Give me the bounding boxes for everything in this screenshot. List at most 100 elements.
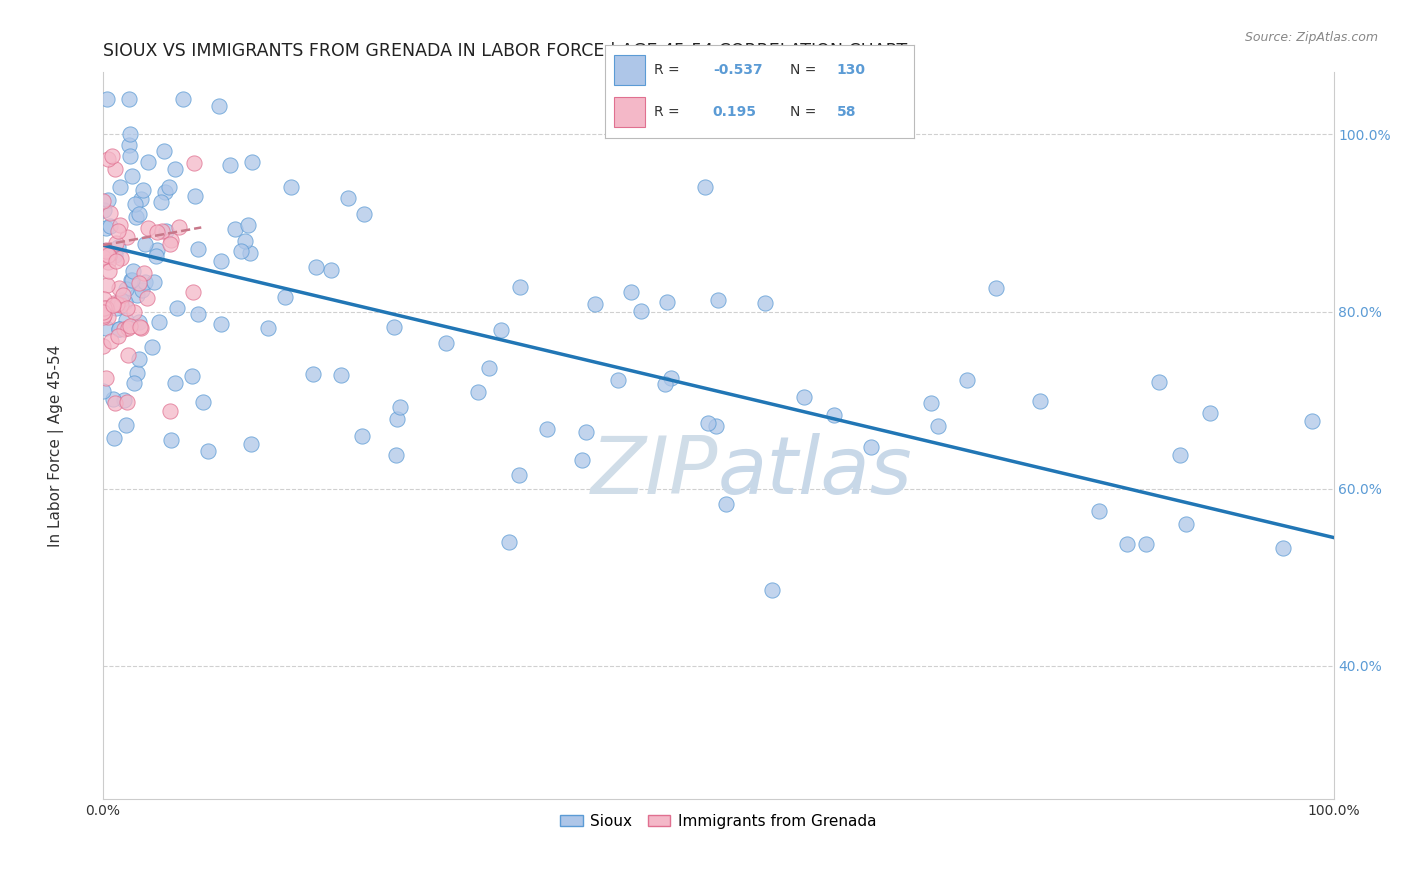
Point [108,219,131,233]
Point [704,419,727,434]
Point [96,244,118,258]
Point [434,336,457,351]
Text: N =: N = [790,63,817,77]
Point [172,92,194,106]
Point [1301,414,1323,428]
Point [236,218,259,232]
Point [100,149,122,163]
Point [91,339,114,353]
Point [110,298,132,312]
Point [467,385,489,400]
Point [115,282,138,296]
Point [120,318,142,333]
Point [1135,536,1157,550]
Point [382,320,405,334]
Point [125,288,148,302]
Point [97,310,120,325]
Point [114,295,136,310]
Point [107,240,129,254]
Point [98,206,121,220]
Point [575,425,598,439]
Point [754,296,776,310]
Point [239,245,262,260]
Point [184,189,207,203]
Point [93,203,115,218]
Point [107,224,129,238]
Point [353,206,375,220]
Text: -0.537: -0.537 [713,63,762,77]
Point [305,260,328,274]
Point [96,277,118,292]
Point [132,183,155,197]
Point [536,422,558,436]
Point [134,275,156,289]
Point [117,321,139,335]
Point [122,305,145,319]
Point [115,395,138,409]
Point [112,392,135,407]
Point [219,158,242,172]
Bar [614,55,645,85]
Bar [614,97,645,127]
Point [136,291,159,305]
Point [134,236,156,251]
Point [659,371,682,385]
Point [571,453,593,467]
Point [155,224,177,238]
Point [141,341,163,355]
Point [240,154,263,169]
Point [97,249,120,263]
Point [257,320,280,334]
Point [224,222,246,236]
Point [96,221,118,235]
Point [159,237,181,252]
Point [239,437,262,451]
Point [134,266,156,280]
Point [96,255,118,269]
Point [104,248,127,262]
Point [118,92,141,106]
Point [197,444,219,458]
Point [107,328,129,343]
Point [984,280,1007,294]
Point [697,416,720,430]
Point [191,395,214,409]
Point [97,193,120,207]
Point [330,368,353,382]
Point [385,412,408,426]
Point [136,221,159,235]
Point [620,285,643,299]
Point [761,583,783,598]
Point [120,273,142,287]
Point [96,92,118,106]
Point [208,99,231,113]
Point [155,185,177,199]
Point [920,396,942,410]
Point [93,308,115,322]
Point [105,254,128,268]
Point [98,264,121,278]
Point [166,301,188,315]
Point [657,295,679,310]
Point [146,226,169,240]
Point [209,253,232,268]
Point [1199,406,1222,420]
Point [94,243,117,257]
Text: 58: 58 [837,105,856,119]
Text: 0.195: 0.195 [713,105,756,119]
Text: In Labor Force | Age 45-54: In Labor Force | Age 45-54 [48,345,65,547]
Point [108,180,131,194]
Point [94,371,117,385]
Point [107,281,129,295]
Point [105,296,128,310]
Point [104,395,127,409]
Point [693,180,716,194]
Point [302,368,325,382]
Point [114,418,136,433]
Point [336,191,359,205]
Point [145,249,167,263]
Point [498,534,520,549]
Point [98,219,121,234]
Point [150,195,173,210]
Point [385,448,408,462]
